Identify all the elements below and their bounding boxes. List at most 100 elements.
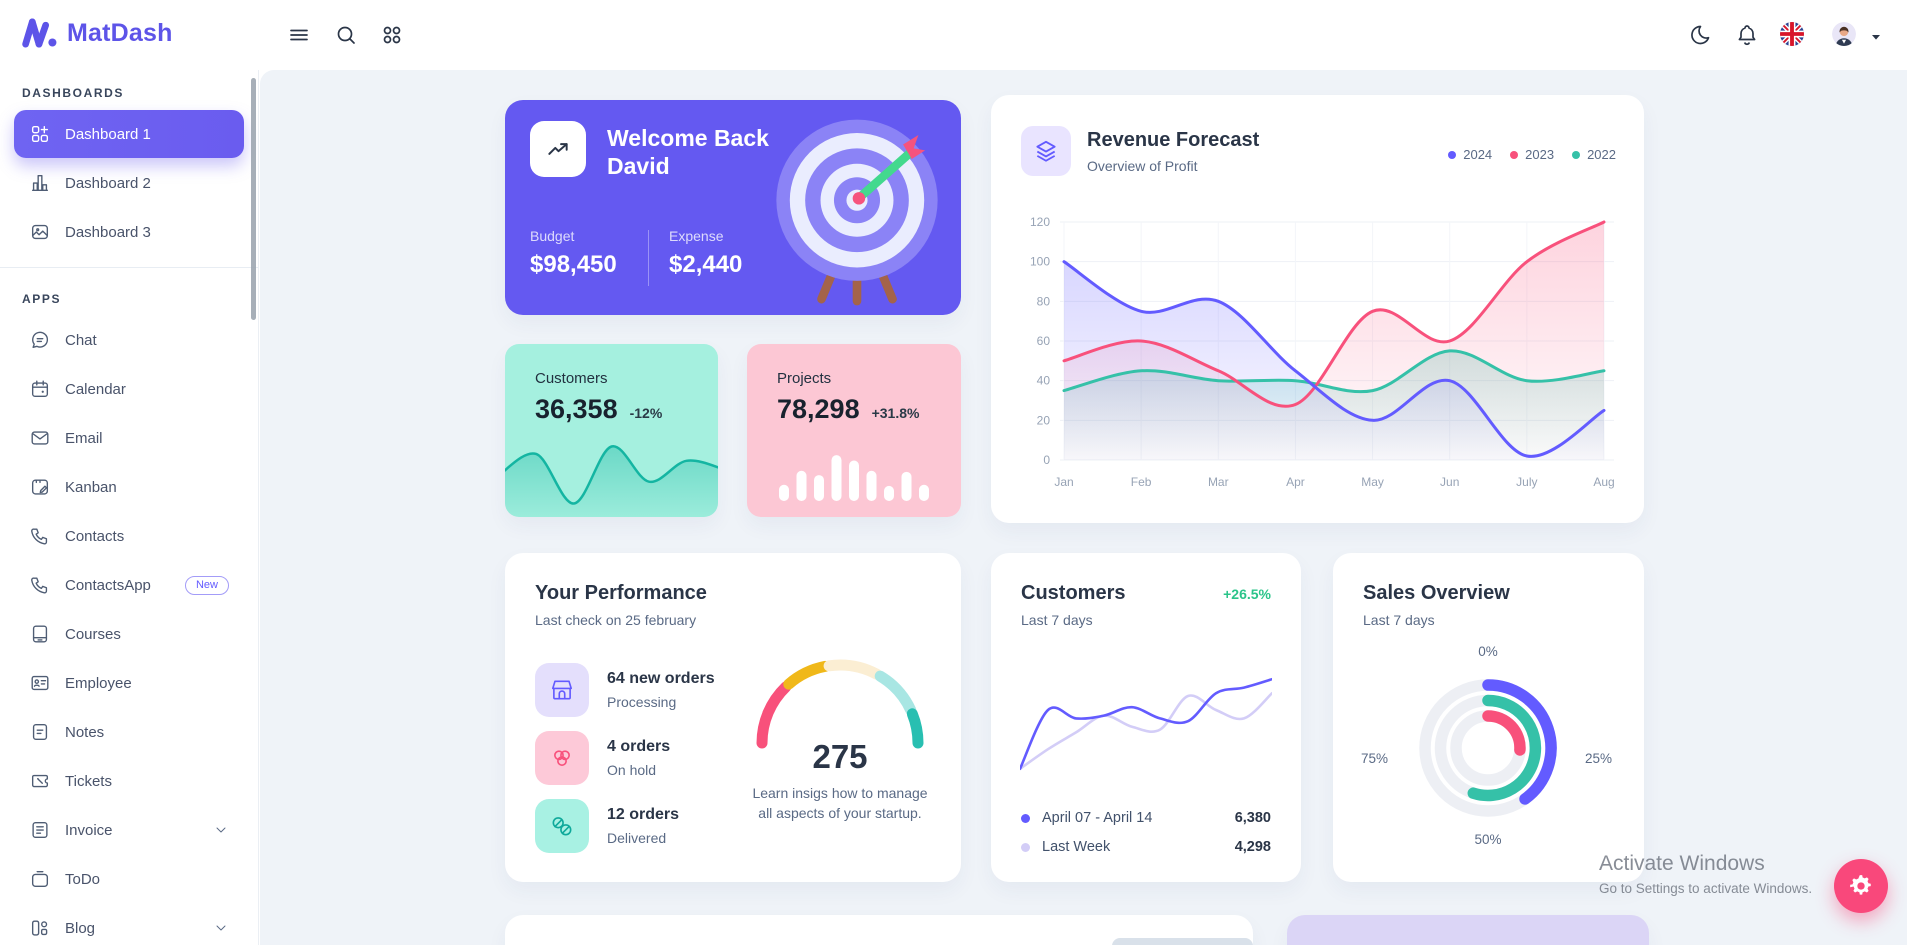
logo-mark-icon	[22, 18, 57, 48]
grid-plus-icon	[29, 123, 51, 145]
card-subtitle: Last check on 25 february	[535, 612, 697, 628]
revenue-area-chart: 0 20 40 60 80 100 120 Jan Feb Mar Apr May Jun July Aug	[1030, 215, 1615, 489]
svg-text:July: July	[1516, 475, 1537, 489]
caret-down-icon	[1872, 35, 1880, 40]
legend-value: 6,380	[1234, 810, 1271, 826]
card-title: Sales Overview	[1363, 582, 1510, 604]
settings-fab-button[interactable]	[1834, 859, 1888, 913]
svg-text:Aug: Aug	[1593, 475, 1614, 489]
perf-item-title: 12 orders	[607, 806, 680, 823]
perf-item-title: 4 orders	[607, 738, 671, 755]
search-button[interactable]	[332, 21, 360, 49]
store-icon	[535, 663, 589, 717]
sidebar-item-tickets[interactable]: Tickets	[14, 757, 244, 805]
pills-icon	[535, 799, 589, 853]
profile-caret-button[interactable]	[1868, 23, 1884, 51]
sidebar-item-label: Calendar	[65, 380, 126, 398]
notifications-button[interactable]	[1733, 21, 1761, 49]
svg-text:80: 80	[1037, 294, 1051, 308]
sidebar-item-contactsapp[interactable]: ContactsApp New	[14, 561, 244, 609]
activate-windows-watermark: Activate Windows Go to Settings to activ…	[1599, 852, 1813, 896]
legend-dot	[1510, 150, 1519, 159]
gauge-caption: Learn insigs how to manage all aspects o…	[752, 785, 928, 821]
performance-gauge-chart	[756, 659, 924, 749]
perf-item-subtitle: On hold	[607, 762, 657, 778]
sidebar-item-courses[interactable]: Courses	[14, 610, 244, 658]
sidebar-item-calendar[interactable]: Calendar	[14, 365, 244, 413]
performance-card: Your Performance Last check on 25 februa…	[505, 553, 961, 882]
customers-stat-card: Customers 36,358 -12%	[505, 344, 718, 517]
customers-line-chart	[1020, 677, 1272, 771]
kanban-icon	[29, 476, 51, 498]
sales-overview-card: Sales Overview Last 7 days 0% 25% 50% 75…	[1333, 553, 1644, 882]
svg-text:120: 120	[1030, 215, 1050, 229]
welcome-stats: Budget $98,450 Expense $2,440	[530, 228, 787, 286]
language-flag-button[interactable]	[1778, 20, 1806, 48]
logo-text: MatDash	[67, 18, 173, 47]
card-title: Your Performance	[535, 582, 707, 604]
invoice-icon	[29, 819, 51, 841]
legend-label: April 07 - April 14	[1042, 810, 1153, 826]
user-avatar[interactable]	[1824, 14, 1864, 54]
bar-chart-icon	[29, 172, 51, 194]
sidebar-item-dashboard-3[interactable]: Dashboard 3	[14, 208, 244, 256]
radial-label-25: 25%	[1585, 751, 1613, 766]
stat-value: 78,298	[777, 394, 860, 424]
legend-row: Last Week 4,298	[1021, 839, 1271, 855]
sidebar-item-label: Courses	[65, 625, 121, 643]
sidebar-item-label: Tickets	[65, 772, 112, 790]
svg-text:Mar: Mar	[1208, 475, 1229, 489]
apps-menu-button[interactable]	[378, 21, 406, 49]
chevron-down-icon	[213, 822, 229, 838]
logo[interactable]: MatDash	[20, 16, 173, 50]
sidebar-item-todo[interactable]: ToDo	[14, 855, 244, 903]
card-subtitle: Overview of Profit	[1087, 158, 1198, 174]
legend-dot	[1021, 842, 1030, 852]
sidebar-item-notes[interactable]: Notes	[14, 708, 244, 756]
performance-list: 64 new orders Processing 4 orders On hold 12…	[535, 663, 715, 853]
sidebar-item-label: Dashboard 2	[65, 174, 151, 192]
sidebar-item-label: Blog	[65, 919, 96, 937]
performance-item: 64 new orders Processing	[535, 663, 715, 717]
layers-icon	[1021, 126, 1071, 176]
welcome-title: Welcome Back David	[607, 125, 769, 179]
stat-label: Projects	[777, 370, 832, 387]
sidebar-item-blog[interactable]: Blog	[14, 904, 244, 945]
sidebar-item-dashboard-2[interactable]: Dashboard 2	[14, 159, 244, 207]
sidebar-item-dashboard-1[interactable]: Dashboard 1	[14, 110, 244, 158]
nav-section-title: APPS	[22, 292, 62, 306]
stat-delta: -12%	[629, 405, 663, 421]
stat-value: 36,358	[535, 394, 618, 424]
radial-label-50: 50%	[1474, 832, 1502, 847]
sidebar-item-email[interactable]: Email	[14, 414, 244, 462]
perf-item-subtitle: Processing	[607, 694, 677, 710]
svg-text:60: 60	[1037, 334, 1051, 348]
legend-item-2024[interactable]: 2024	[1448, 147, 1492, 162]
legend-item-2022[interactable]: 2022	[1572, 147, 1616, 162]
sidebar-item-invoice[interactable]: Invoice	[14, 806, 244, 854]
sidebar: DASHBOARDS Dashboard 1 Dashboard 2 Dashboar…	[0, 70, 259, 945]
sidebar-divider	[0, 267, 258, 268]
blog-icon	[29, 917, 51, 939]
card-title: Revenue Forecast	[1087, 129, 1260, 151]
sidebar-item-label: Kanban	[65, 478, 117, 496]
menu-toggle-button[interactable]	[285, 21, 313, 49]
sidebar-item-contacts[interactable]: Contacts	[14, 512, 244, 560]
gauge-value: 275	[812, 738, 868, 775]
sidebar-scrollbar[interactable]	[251, 78, 256, 320]
legend-value: 4,298	[1234, 839, 1271, 855]
projects-bar-chart	[779, 455, 929, 501]
sidebar-item-chat[interactable]: Chat	[14, 316, 244, 364]
card-subtitle: Last 7 days	[1363, 612, 1435, 628]
legend-row: April 07 - April 14 6,380	[1021, 810, 1271, 826]
sidebar-item-kanban[interactable]: Kanban	[14, 463, 244, 511]
legend-item-2023[interactable]: 2023	[1510, 147, 1554, 162]
id-badge-icon	[29, 672, 51, 694]
legend-dot	[1448, 150, 1457, 159]
sidebar-item-employee[interactable]: Employee	[14, 659, 244, 707]
performance-item: 4 orders On hold	[535, 731, 715, 785]
sidebar-item-label: ContactsApp	[65, 576, 151, 594]
svg-text:Apr: Apr	[1286, 475, 1305, 489]
legend-dot	[1021, 813, 1030, 823]
theme-toggle-button[interactable]	[1686, 21, 1714, 49]
